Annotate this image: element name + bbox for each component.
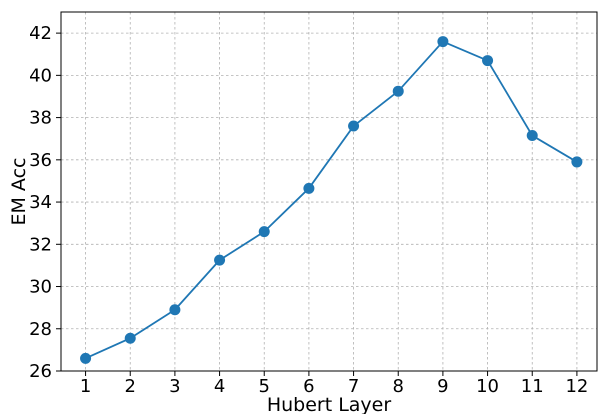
y-tick-label: 30 — [29, 277, 52, 298]
grid-lines — [61, 12, 597, 372]
series-line — [85, 40, 578, 360]
x-tick-label: 10 — [476, 376, 499, 397]
data-series — [80, 36, 583, 364]
x-tick-label: 2 — [125, 376, 136, 397]
data-point — [214, 254, 226, 266]
data-point — [437, 36, 449, 48]
y-tick-label: 26 — [29, 361, 52, 382]
y-tick-label: 34 — [29, 192, 52, 213]
data-point — [526, 130, 538, 142]
x-tick-label: 1 — [80, 376, 91, 397]
data-point — [124, 332, 136, 344]
x-tick-label: 5 — [259, 376, 270, 397]
x-axis-label: Hubert Layer — [267, 394, 392, 414]
data-point — [80, 352, 92, 364]
x-tick-label: 9 — [437, 376, 448, 397]
y-tick-label: 42 — [29, 23, 52, 44]
y-tick-label: 36 — [29, 150, 52, 171]
x-tick-label: 8 — [393, 376, 404, 397]
data-point — [303, 182, 315, 194]
data-point — [348, 120, 360, 132]
y-axis-label: EM Acc — [8, 158, 30, 226]
x-tick-label: 7 — [348, 376, 359, 397]
y-tick-label: 28 — [29, 319, 52, 340]
data-point — [482, 55, 494, 67]
x-tick-label: 12 — [565, 376, 588, 397]
data-point — [169, 304, 181, 316]
x-tick-label: 3 — [169, 376, 180, 397]
y-tick-label: 40 — [29, 65, 52, 86]
y-tick-label: 32 — [29, 234, 52, 255]
x-tick-label: 6 — [303, 376, 314, 397]
data-point — [392, 85, 404, 97]
plot-area-frame — [60, 11, 598, 372]
data-point — [258, 226, 270, 238]
data-point — [571, 156, 583, 168]
x-tick-label: 11 — [521, 376, 544, 397]
x-tick-label: 4 — [214, 376, 225, 397]
y-tick-label: 38 — [29, 108, 52, 129]
